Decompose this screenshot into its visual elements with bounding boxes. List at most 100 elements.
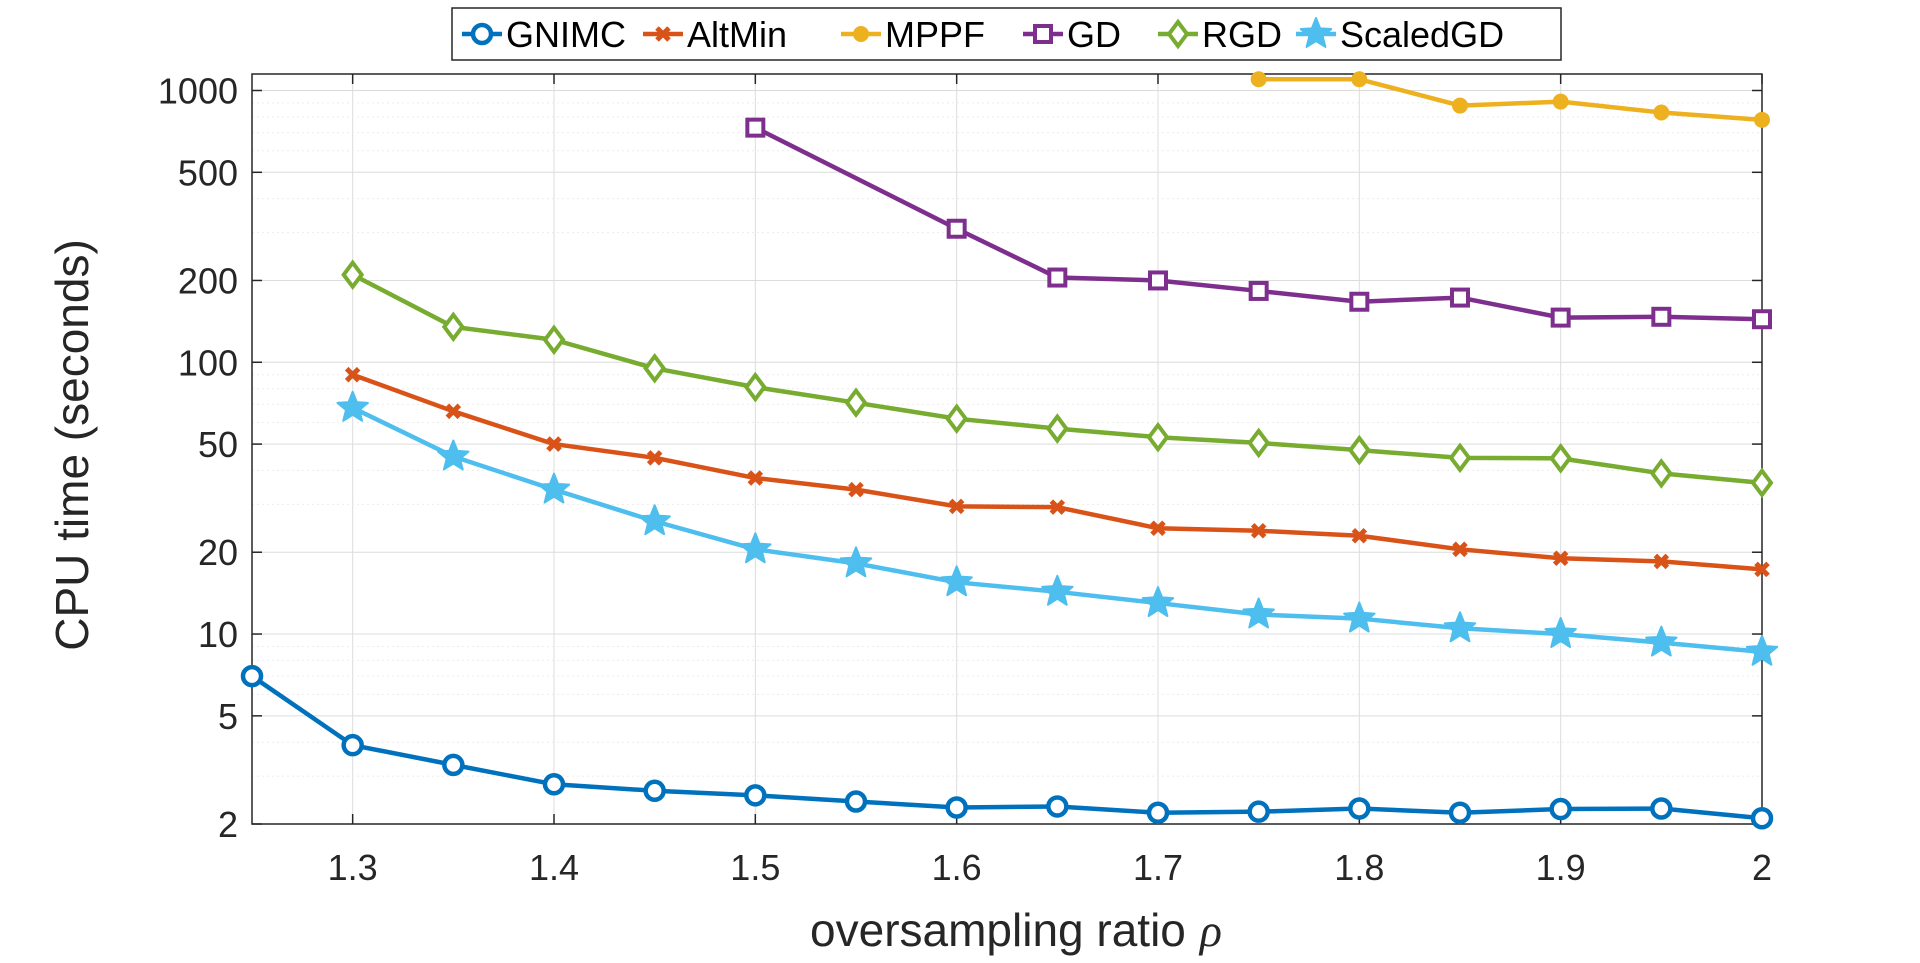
data-point-star (1443, 611, 1477, 643)
y-tick-label: 50 (198, 424, 238, 465)
data-point-x (1150, 520, 1166, 537)
x-tick-label: 1.5 (730, 847, 780, 888)
x-tick-label: 1.7 (1133, 847, 1183, 888)
x-tick-label: 2 (1752, 847, 1772, 888)
data-point-diamond (1166, 18, 1190, 50)
legend-label-gnimc: GNIMC (506, 14, 626, 55)
data-point-star (1343, 601, 1376, 633)
data-point-star (1745, 634, 1779, 666)
series-line-rgd (350, 272, 1765, 486)
series-line-mppf (1256, 77, 1765, 123)
data-point-diamond (1347, 434, 1371, 466)
data-point-circle (1146, 801, 1170, 825)
data-point-circle (1247, 800, 1270, 823)
data-point-diamond (643, 352, 667, 384)
data-point-x (344, 366, 361, 383)
data-point-circle (1448, 801, 1472, 825)
data-point-x (1452, 541, 1468, 558)
x-tick-label: 1.3 (328, 847, 378, 888)
data-point-circle (844, 790, 868, 813)
data-point-diamond (1247, 427, 1271, 459)
legend-item-rgd[interactable]: RGD (1158, 14, 1282, 55)
data-point-square (1752, 309, 1772, 330)
legend-label-rgd: RGD (1202, 14, 1282, 55)
legend-label-altmin: AltMin (687, 14, 787, 55)
data-point-x (1351, 527, 1368, 544)
data-point-dot (1552, 93, 1569, 110)
legend-label-gd: GD (1067, 14, 1121, 55)
data-point-square (1550, 307, 1571, 328)
data-point-x (1552, 550, 1569, 567)
data-point-circle (1549, 797, 1572, 821)
data-point-x (1653, 553, 1670, 570)
data-point-circle (442, 753, 465, 777)
legend-item-gd[interactable]: GD (1023, 14, 1121, 55)
data-point-star (1242, 597, 1275, 629)
data-point-square (1047, 267, 1068, 288)
plot-area-frame (251, 73, 1763, 825)
legend-box (451, 7, 1562, 61)
y-tick-label: 5 (218, 696, 238, 737)
y-tick-label: 1000 (158, 70, 238, 111)
data-point-x (646, 450, 663, 466)
y-tick-label: 200 (178, 260, 238, 301)
data-point-star (336, 390, 369, 422)
data-point-diamond (1146, 421, 1170, 453)
data-point-star (1299, 17, 1333, 48)
data-point-x (445, 403, 462, 420)
y-axis-label: CPU time (seconds) (46, 239, 98, 651)
x-axis-label: oversampling ratio ρ (810, 904, 1222, 956)
y-tick-label: 10 (198, 614, 238, 655)
data-point-diamond (1045, 413, 1069, 444)
data-point-diamond (1448, 442, 1472, 474)
x-axis-label-text: oversampling ratio (810, 904, 1186, 956)
series-mppf (1250, 71, 1770, 128)
data-point-dot (853, 26, 869, 42)
y-tick-label: 100 (178, 342, 238, 383)
legend-items: GNIMC AltMin MPPF GD RGD ScaledGD (462, 14, 1504, 55)
data-point-square (1148, 270, 1168, 291)
x-axis-label-symbol: ρ (1198, 905, 1222, 956)
data-point-star (638, 504, 671, 536)
data-point-x (1250, 522, 1267, 539)
data-point-star (437, 439, 470, 471)
series-gnimc (240, 664, 1774, 830)
y-tick-label: 20 (198, 532, 238, 573)
data-point-star (537, 472, 571, 504)
data-point-circle (542, 773, 566, 796)
series-scaledgd (336, 390, 1779, 666)
legend[interactable]: GNIMC AltMin MPPF GD RGD ScaledGD (451, 7, 1562, 61)
legend-item-scaledgd[interactable]: ScaledGD (1296, 14, 1504, 55)
data-point-star (940, 565, 973, 597)
legend-item-mppf[interactable]: MPPF (841, 14, 985, 55)
data-point-star (1041, 574, 1074, 606)
x-tick-label: 1.4 (529, 847, 579, 888)
data-point-dot (1351, 71, 1368, 88)
data-point-circle (1650, 797, 1673, 820)
data-point-circle (1046, 795, 1069, 818)
y-tick-label: 500 (178, 152, 238, 193)
data-point-square (1349, 291, 1370, 312)
data-point-x (1049, 499, 1066, 515)
data-point-circle (470, 22, 494, 46)
data-point-diamond (844, 387, 868, 419)
data-point-star (1544, 617, 1577, 648)
data-point-x (747, 470, 764, 486)
data-point-square (1248, 280, 1269, 301)
data-point-square (1450, 287, 1470, 308)
data-point-diamond (743, 371, 767, 403)
data-point-x (948, 498, 965, 515)
data-point-circle (945, 796, 968, 819)
data-point-diamond (341, 259, 365, 291)
data-point-diamond (542, 324, 566, 356)
data-point-circle (240, 664, 264, 688)
legend-label-scaledgd: ScaledGD (1340, 14, 1504, 55)
data-point-diamond (1549, 443, 1573, 474)
series-altmin (344, 366, 1770, 578)
data-point-square (1651, 306, 1672, 327)
legend-item-gnimc[interactable]: GNIMC (462, 14, 626, 55)
grid (252, 74, 1763, 825)
data-point-star (739, 532, 772, 564)
legend-item-altmin[interactable]: AltMin (643, 14, 787, 55)
